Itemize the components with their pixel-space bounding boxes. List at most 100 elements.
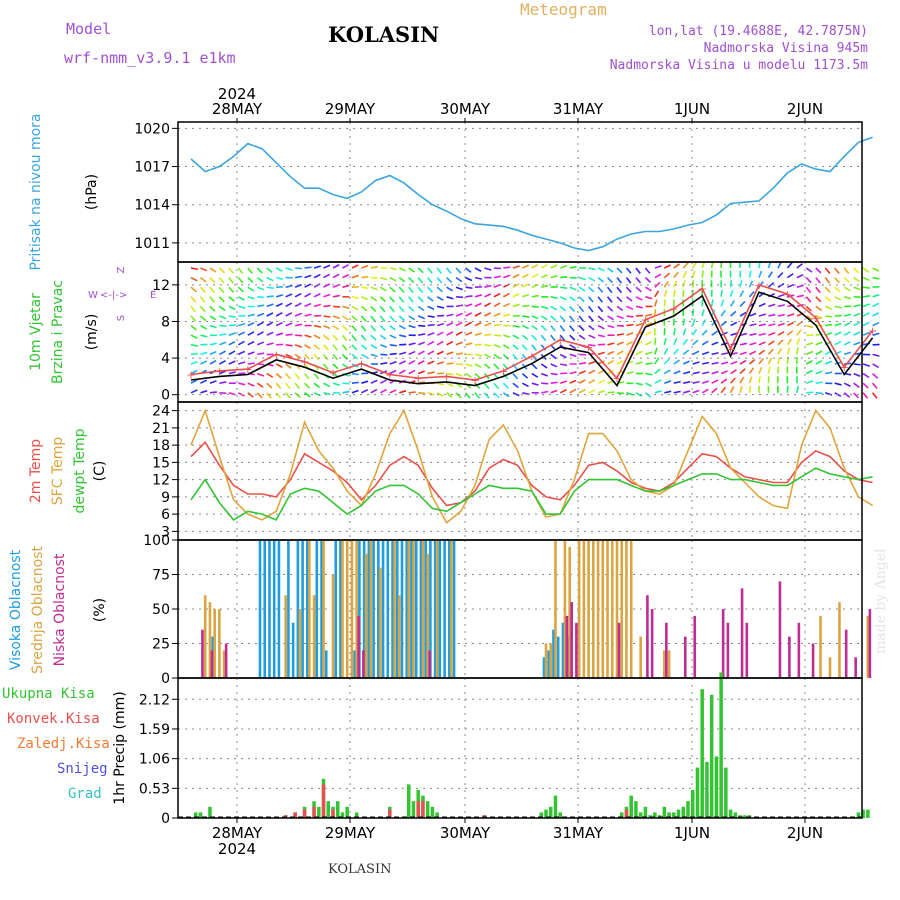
wind-direction-arrow: [219, 324, 227, 328]
wind-direction-arrow: [578, 334, 586, 340]
bar: [208, 806, 212, 818]
x-day-label-top: 31MAY: [553, 100, 604, 118]
wind-direction-arrow: [796, 320, 803, 327]
wind-direction-arrow: [654, 390, 662, 394]
wind-direction-arrow: [332, 264, 340, 269]
wind-direction-arrow: [200, 334, 208, 338]
y-tick-label: 8: [161, 314, 170, 330]
wind-direction-arrow: [569, 388, 577, 394]
wind-direction-arrow: [635, 322, 643, 327]
wind-direction-arrow: [626, 340, 634, 346]
wind-direction-arrow: [522, 293, 530, 298]
wind-direction-arrow: [597, 351, 605, 356]
gust-marker: +: [811, 312, 820, 325]
wind-direction-arrow: [872, 353, 880, 357]
wind-direction-arrow: [360, 315, 367, 322]
wind-direction-arrow: [691, 318, 696, 326]
wind-direction-arrow: [266, 295, 274, 298]
wind-direction-arrow: [361, 264, 369, 269]
bar: [838, 602, 841, 678]
wind-direction-arrow: [294, 392, 301, 399]
wind-direction-arrow: [360, 334, 367, 342]
wind-direction-arrow: [635, 392, 643, 397]
wind-direction-arrow: [417, 315, 426, 320]
bar: [277, 540, 281, 678]
wind-direction-arrow: [673, 380, 681, 384]
wind-direction-arrow: [645, 382, 653, 387]
wind-direction-arrow: [654, 368, 661, 375]
gust-marker: +: [840, 361, 849, 374]
wind-direction-arrow: [427, 286, 433, 293]
wind-direction-arrow: [474, 353, 483, 357]
bar: [625, 540, 628, 678]
bar: [709, 694, 714, 818]
gust-marker: +: [357, 358, 366, 371]
y-tick-label: 4: [161, 351, 170, 367]
wind-direction-arrow: [626, 392, 634, 396]
wind-direction-arrow: [806, 350, 814, 356]
wind-direction-arrow: [654, 337, 657, 345]
wind-direction-arrow: [341, 353, 348, 360]
wind-direction-arrow: [238, 361, 246, 365]
gust-marker: +: [470, 374, 479, 387]
wind-direction-arrow: [502, 382, 509, 389]
bar: [705, 762, 709, 818]
bar: [615, 540, 619, 678]
wind-direction-arrow: [748, 376, 753, 384]
wind-direction-arrow: [853, 331, 861, 336]
wind-direction-arrow: [436, 382, 445, 386]
bar: [854, 657, 857, 678]
bar: [452, 540, 456, 678]
y-tick-label: 0: [161, 388, 170, 404]
wind-direction-arrow: [806, 342, 814, 346]
wind-direction-arrow: [825, 315, 833, 318]
wind-direction-arrow: [701, 351, 710, 356]
wind-direction-arrow: [503, 334, 511, 338]
wind-direction-arrow: [474, 363, 482, 369]
wind-direction-arrow: [739, 311, 747, 317]
wind-direction-arrow: [247, 392, 254, 398]
wind-direction-arrow: [446, 286, 453, 292]
ylabel-high-cloud: Visoka Oblacnost: [8, 549, 24, 670]
wind-direction-arrow: [247, 382, 255, 387]
wind-direction-arrow: [682, 349, 690, 356]
wind-direction-arrow: [824, 305, 833, 310]
wind-direction-arrow: [692, 380, 700, 384]
series-line: [190, 283, 874, 381]
wind-direction-arrow: [758, 313, 766, 317]
wind-direction-arrow: [806, 324, 814, 329]
wind-direction-arrow: [285, 373, 291, 380]
wind-direction-arrow: [484, 302, 492, 308]
wind-direction-arrow: [654, 281, 661, 288]
wind-direction-arrow: [332, 283, 340, 288]
wind-direction-arrow: [550, 305, 558, 311]
wind-direction-arrow: [748, 280, 754, 288]
wind-direction-arrow: [720, 299, 725, 307]
wind-direction-arrow: [645, 322, 653, 327]
wind-direction-arrow: [843, 392, 851, 398]
wind-direction-arrow: [389, 267, 397, 271]
bar: [443, 540, 446, 678]
wind-direction-arrow: [541, 305, 549, 310]
bar: [681, 806, 686, 818]
ylabel-wind: 10m Vjetar: [28, 293, 44, 371]
wind-direction-arrow: [465, 267, 472, 273]
wind-direction-arrow: [834, 382, 842, 386]
wind-direction-arrow: [493, 312, 501, 317]
wind-direction-arrow: [493, 323, 501, 327]
bar: [539, 812, 544, 818]
wind-direction-arrow: [720, 370, 728, 375]
wind-direction-arrow: [228, 340, 236, 346]
x-day-label-bottom: 2JUN: [787, 824, 823, 842]
wind-direction-arrow: [673, 338, 678, 346]
bar: [358, 540, 361, 678]
bar: [416, 801, 420, 818]
wind-direction-arrow: [266, 267, 273, 273]
bar: [354, 812, 359, 818]
bar: [582, 540, 586, 678]
wind-direction-arrow: [209, 350, 217, 356]
wind-direction-arrow: [767, 357, 773, 365]
bar: [552, 629, 555, 678]
wind-direction-arrow: [436, 305, 445, 309]
wind-direction-arrow: [711, 319, 717, 327]
